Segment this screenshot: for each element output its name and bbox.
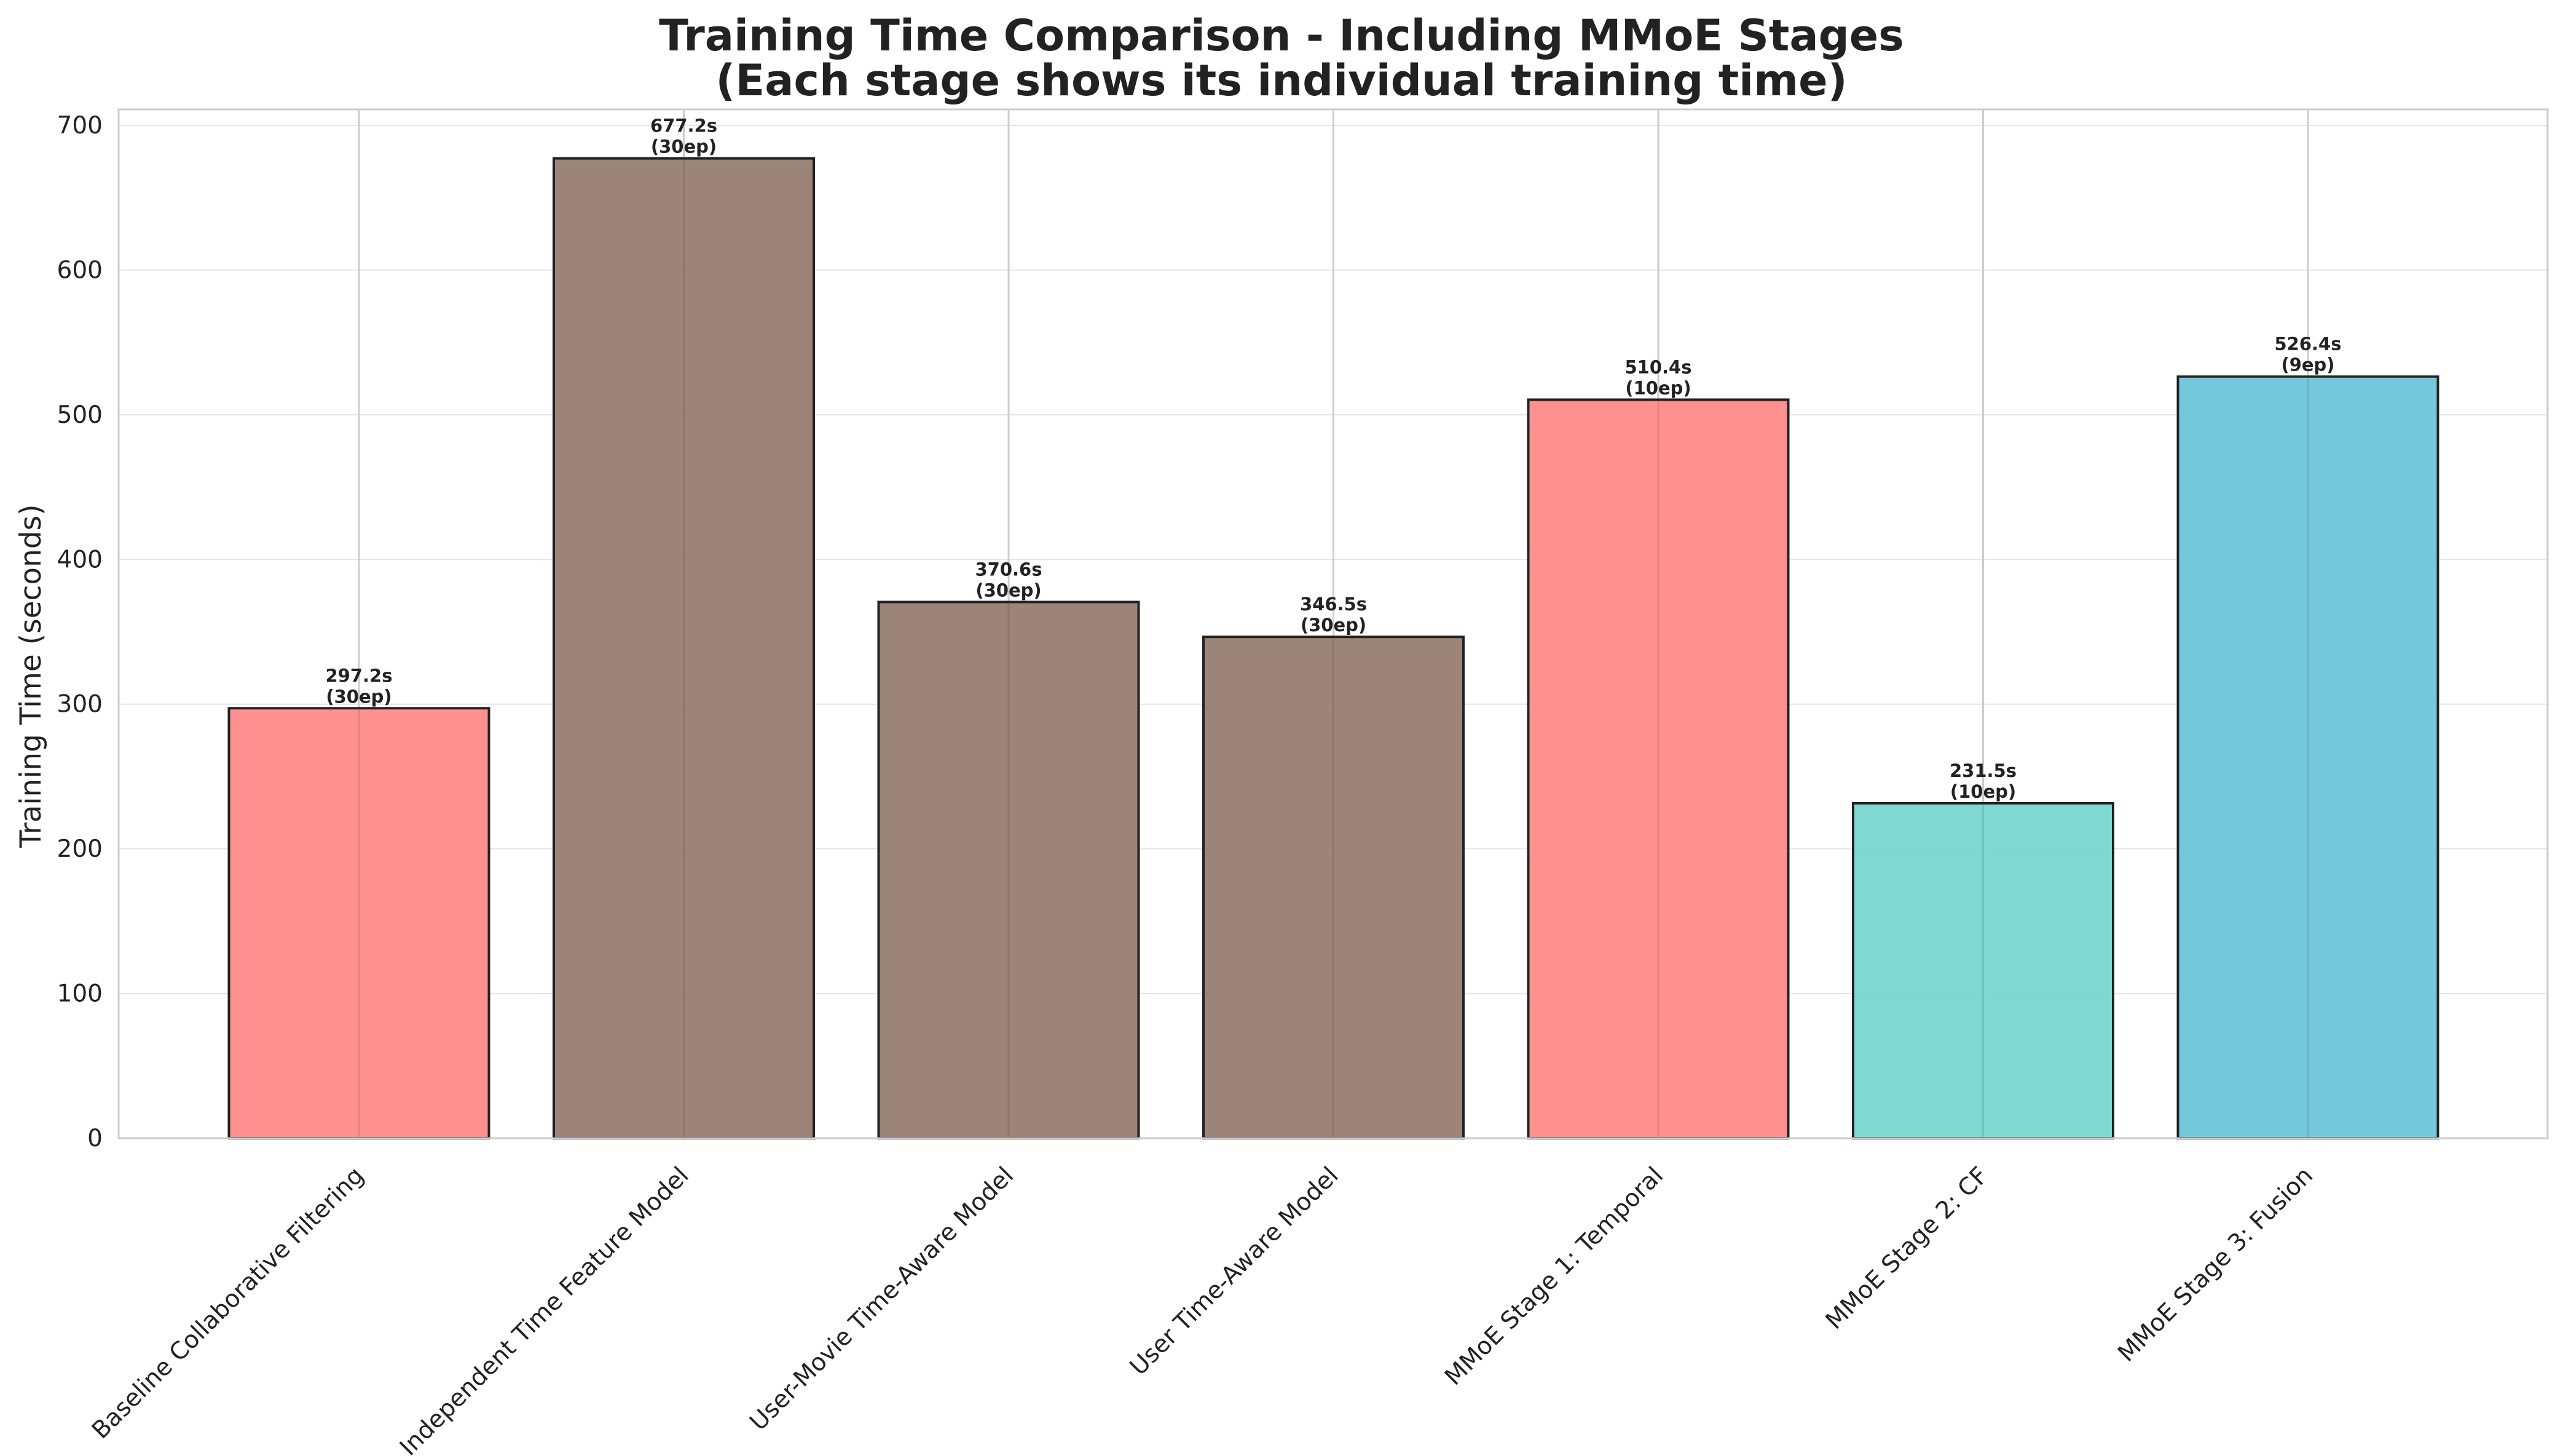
x-tick-label: User-Movie Time-Aware Model: [745, 1162, 1020, 1436]
bar: [2176, 375, 2439, 1139]
bar: [877, 600, 1140, 1139]
x-tick-label: MMoE Stage 2: CF: [1821, 1162, 1994, 1335]
bar-value-label: 370.6s: [975, 559, 1042, 580]
x-tick-label: User Time-Aware Model: [1125, 1162, 1344, 1381]
y-tick-label: 400: [57, 546, 103, 573]
y-tick-label: 500: [57, 401, 103, 429]
bar-epoch-label: (10ep): [1625, 377, 1691, 398]
bar-epoch-label: (30ep): [651, 136, 717, 157]
y-axis-label: Training Time (seconds): [14, 504, 48, 848]
bar: [227, 707, 490, 1139]
chart-title: Training Time Comparison - Including MMo…: [659, 10, 1904, 61]
x-tick-label: Baseline Collaborative Filtering: [87, 1162, 369, 1444]
x-tick-label: Independent Time Feature Model: [395, 1162, 694, 1456]
bar-epoch-label: (30ep): [326, 686, 392, 707]
bar-value-label: 677.2s: [650, 116, 717, 136]
bar-value-label: 297.2s: [326, 665, 393, 686]
bar-epoch-label: (9ep): [2281, 355, 2334, 376]
bar: [1852, 801, 2114, 1140]
x-tick-label: MMoE Stage 1: Temporal: [1439, 1162, 1669, 1391]
bar-value-label: 346.5s: [1300, 594, 1367, 615]
y-tick-label: 200: [57, 835, 103, 863]
bar: [1202, 636, 1465, 1139]
bar-epoch-label: (30ep): [1301, 615, 1366, 636]
bar-epoch-label: (30ep): [975, 580, 1041, 601]
bar: [1527, 398, 1790, 1139]
bar-epoch-label: (10ep): [1950, 781, 2016, 802]
y-tick-label: 0: [87, 1125, 103, 1152]
bar-value-label: 510.4s: [1625, 356, 1692, 377]
y-tick-label: 300: [57, 691, 103, 718]
x-tick-label: MMoE Stage 3: Fusion: [2112, 1162, 2318, 1367]
bar-value-label: 526.4s: [2275, 334, 2342, 355]
y-tick-label: 700: [57, 112, 103, 140]
plot-frame: [117, 108, 2549, 1139]
bar-value-label: 231.5s: [1950, 760, 2017, 781]
y-tick-label: 600: [57, 256, 103, 284]
chart-subtitle: (Each stage shows its individual trainin…: [715, 55, 1847, 106]
y-tick-label: 100: [57, 980, 103, 1008]
